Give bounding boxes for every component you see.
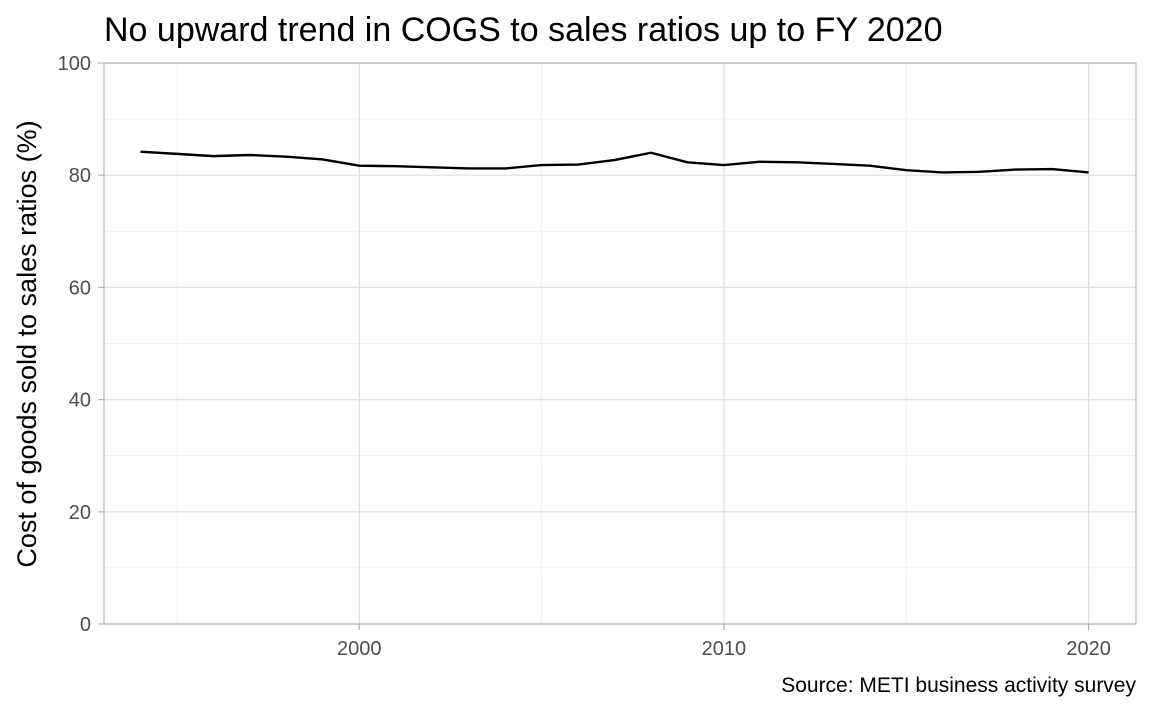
x-axis-ticks: 2000 2010 2020 <box>337 624 1111 660</box>
y-tick-label: 40 <box>69 390 91 412</box>
series-group <box>140 150 1089 174</box>
x-tick-label: 2000 <box>337 638 382 660</box>
y-tick-label: 0 <box>80 614 91 636</box>
minor-gridlines-y <box>104 118 1136 569</box>
chart-title: No upward trend in COGS to sales ratios … <box>104 11 942 49</box>
plot-panel-border <box>103 62 1137 625</box>
x-tick-label: 2010 <box>702 638 747 660</box>
y-axis-ticks: 0 20 40 60 80 100 <box>58 53 104 636</box>
source-caption: Source: METI business activity survey <box>781 674 1136 697</box>
x-tick-label: 2020 <box>1066 638 1111 660</box>
major-gridlines-x <box>358 63 1090 624</box>
minor-gridlines-x <box>176 63 907 624</box>
series-line <box>140 150 1089 174</box>
y-tick-label: 80 <box>69 165 91 187</box>
y-tick-label: 60 <box>69 277 91 299</box>
y-axis-title: Cost of goods sold to sales ratios (%) <box>12 120 42 567</box>
y-tick-label: 20 <box>69 502 91 524</box>
y-tick-label: 100 <box>58 53 91 75</box>
